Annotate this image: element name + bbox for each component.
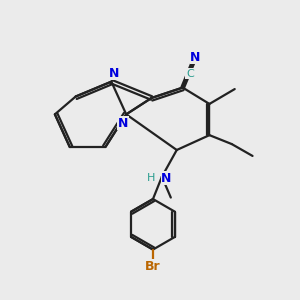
- Text: N: N: [118, 117, 128, 130]
- Text: C: C: [186, 69, 194, 79]
- Text: Br: Br: [145, 260, 161, 273]
- Text: N: N: [161, 172, 172, 185]
- Text: H: H: [147, 173, 156, 183]
- Text: N: N: [109, 67, 119, 80]
- Text: N: N: [190, 51, 201, 64]
